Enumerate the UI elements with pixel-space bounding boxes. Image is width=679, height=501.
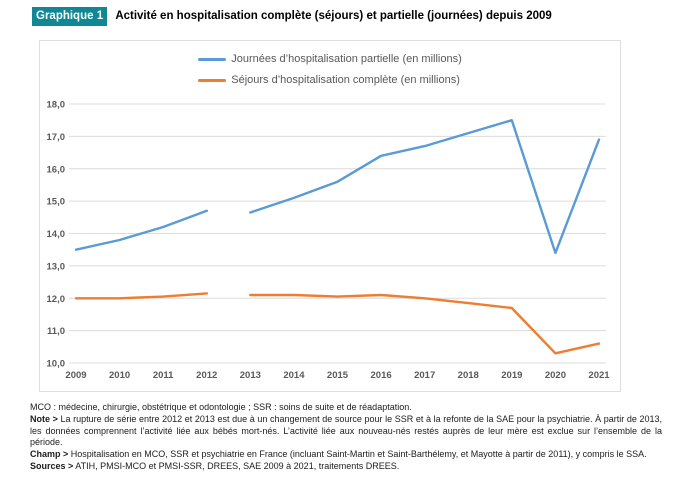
svg-text:10,0: 10,0 [47, 359, 66, 370]
note-text: La rupture de série entre 2012 et 2013 e… [30, 413, 662, 448]
gridlines [69, 103, 606, 364]
svg-text:16,0: 16,0 [47, 164, 66, 175]
page-title: Activité en hospitalisation complète (sé… [115, 10, 552, 22]
svg-text:2013: 2013 [240, 370, 261, 381]
series-line-sejours-complete [74, 292, 601, 355]
legend-line-marker [198, 57, 227, 61]
chart-header: Graphique 1 Activité en hospitalisation … [32, 7, 669, 26]
svg-text:2018: 2018 [458, 370, 479, 381]
svg-text:11,0: 11,0 [47, 326, 65, 337]
y-axis-tick-labels: 18,0 17,0 16,0 15,0 14,0 13,0 12,0 11,0 10,0 [47, 100, 66, 370]
legend-item-label: Séjours d’hospitalisation complète (en m… [231, 74, 460, 86]
svg-text:12,0: 12,0 [47, 294, 66, 305]
chart-legend-items: Journées d’hospitalisation partielle (en… [198, 53, 462, 86]
svg-text:2015: 2015 [327, 370, 349, 381]
svg-text:2012: 2012 [196, 370, 217, 381]
svg-text:2016: 2016 [371, 370, 392, 381]
svg-text:2017: 2017 [414, 370, 435, 381]
activity-line-chart: 18,0 17,0 16,0 15,0 14,0 13,0 12,0 11,0 10,02009… [47, 100, 611, 382]
footnote-note: Note > La rupture de série entre 2012 et… [30, 414, 662, 449]
svg-text:2019: 2019 [501, 370, 522, 381]
champ-text: Hospitalisation en MCO, SSR et psychiatr… [68, 449, 647, 460]
footnote-champ: Champ > Hospitalisation en MCO, SSR et p… [30, 449, 662, 461]
note-label: Note > [30, 413, 58, 424]
legend-line-marker [198, 78, 227, 82]
svg-text:2011: 2011 [153, 370, 174, 381]
svg-text:2021: 2021 [588, 370, 610, 381]
svg-text:2009: 2009 [65, 370, 86, 381]
chart-legend: Journées d’hospitalisation partielle (en… [40, 53, 620, 86]
champ-label: Champ > [30, 449, 69, 460]
svg-text:2010: 2010 [109, 370, 130, 381]
footnotes: MCO : médecine, chirurgie, obstétrique e… [30, 402, 662, 473]
svg-text:18,0: 18,0 [47, 100, 66, 111]
svg-text:17,0: 17,0 [47, 132, 66, 143]
series-line-journees-partielle [74, 118, 601, 255]
svg-text:2014: 2014 [283, 370, 305, 381]
x-axis-tick-labels: 2009 2010 2011 2012 2013 2014 2015 2016 2017 2018… [65, 370, 610, 381]
sources-text: ATIH, PMSI-MCO et PMSI-SSR, DREES, SAE 2… [73, 460, 400, 471]
sources-label: Sources > [30, 460, 74, 471]
legend-item-label: Journées d’hospitalisation partielle (en… [231, 53, 462, 65]
legend-item-1: Séjours d’hospitalisation complète (en m… [198, 74, 460, 86]
chart-panel: Journées d’hospitalisation partielle (en… [39, 40, 621, 392]
svg-text:2020: 2020 [545, 370, 566, 381]
graphique-badge: Graphique 1 [32, 7, 108, 26]
legend-item-0: Journées d’hospitalisation partielle (en… [198, 53, 462, 65]
svg-text:13,0: 13,0 [47, 261, 66, 272]
svg-text:14,0: 14,0 [47, 229, 66, 240]
footnote-sources: Sources > ATIH, PMSI-MCO et PMSI-SSR, DR… [30, 461, 662, 473]
svg-text:15,0: 15,0 [47, 197, 66, 208]
footnote-mco: MCO : médecine, chirurgie, obstétrique e… [30, 402, 412, 412]
